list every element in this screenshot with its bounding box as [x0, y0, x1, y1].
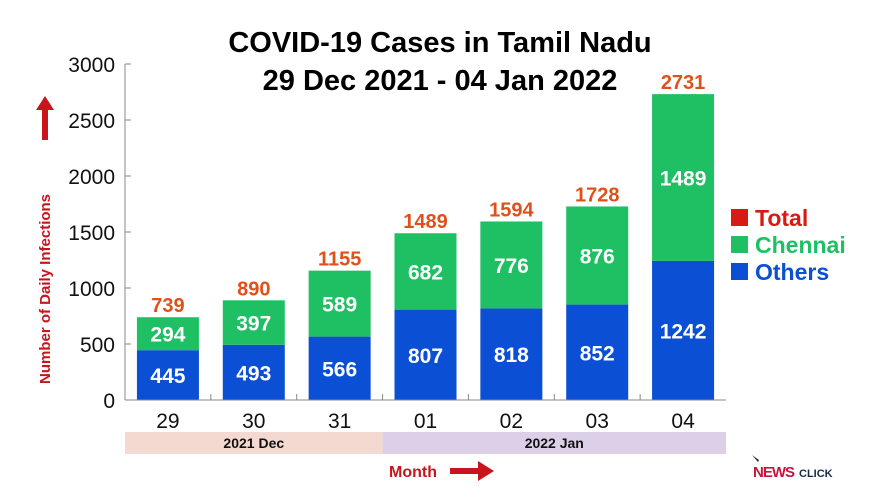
total-label: 1728	[575, 184, 620, 206]
legend-swatch	[731, 209, 748, 226]
y-tick-label: 3000	[68, 54, 115, 77]
total-label: 1594	[489, 199, 534, 221]
total-label: 1155	[318, 249, 361, 271]
bar-value-label: 876	[580, 246, 615, 269]
right-arrow-icon	[450, 461, 494, 481]
month-band	[382, 432, 726, 454]
y-tick-label: 1000	[68, 278, 115, 301]
newsclick-logo: NEWS CLICK	[752, 450, 833, 481]
total-label: 2731	[661, 72, 706, 94]
y-tick-label: 2500	[68, 110, 115, 133]
bar-chennai	[652, 94, 715, 261]
y-tick-label: 0	[103, 390, 115, 413]
legend-label: Total	[755, 205, 808, 231]
x-tick-label: 29	[156, 410, 179, 433]
bar-value-label: 294	[150, 324, 185, 347]
bar-value-label: 493	[236, 362, 271, 385]
month-band-label: 2022 Jan	[525, 435, 584, 451]
x-axis-label: Month	[389, 464, 437, 481]
bar-value-label: 1242	[660, 320, 707, 343]
chart-subtitle: 29 Dec 2021 - 04 Jan 2022	[263, 65, 618, 97]
legend-label: Chennai	[755, 232, 846, 258]
bar-value-label: 807	[408, 345, 443, 368]
bar-value-label: 589	[322, 294, 357, 317]
bar-value-label: 445	[150, 365, 185, 388]
logo-click: CLICK	[799, 468, 833, 480]
bar-value-label: 852	[580, 342, 615, 365]
bar-value-label: 776	[494, 255, 529, 278]
total-label: 890	[237, 278, 270, 300]
month-band-label: 2021 Dec	[223, 435, 284, 451]
bar-others	[136, 350, 199, 400]
x-tick-label: 01	[414, 410, 437, 433]
y-tick-label: 1500	[68, 222, 115, 245]
total-label: 739	[151, 295, 184, 317]
x-tick-label: 02	[500, 410, 523, 433]
bar-others	[308, 336, 371, 400]
bar-value-label: 818	[494, 344, 529, 367]
bar-others	[566, 304, 629, 400]
legend-swatch	[731, 263, 748, 280]
y-tick-label: 2000	[68, 166, 115, 189]
logo-news: NEWS	[753, 464, 795, 481]
bar-others	[652, 260, 715, 400]
total-label: 1489	[403, 211, 448, 233]
bar-others	[394, 309, 457, 400]
bar-value-label: 397	[236, 313, 271, 336]
bar-chennai	[308, 270, 371, 337]
bar-value-label: 566	[322, 358, 357, 381]
x-tick-label: 03	[586, 410, 609, 433]
bar-others	[222, 344, 285, 400]
legend-swatch	[731, 236, 748, 253]
chart-title: COVID-19 Cases in Tamil Nadu	[228, 27, 651, 59]
x-axis: 29 30 31 01 02 03 04 2021 Dec 2022 Jan	[125, 394, 726, 454]
x-axis-label-group: Month	[389, 461, 494, 481]
y-axis-label-group: Number of Daily Infections	[36, 96, 54, 384]
bar-chennai	[566, 206, 629, 305]
bar-chennai	[136, 317, 199, 351]
bar-chennai	[222, 300, 285, 345]
bar-value-label: 1489	[660, 168, 707, 191]
x-tick-label: 30	[242, 410, 265, 433]
up-arrow-icon	[36, 96, 54, 140]
bar-chennai	[394, 233, 457, 310]
x-tick-label: 31	[328, 410, 351, 433]
logo-check-icon	[752, 450, 764, 462]
y-axis-label: Number of Daily Infections	[37, 194, 54, 384]
bar-chennai	[480, 221, 543, 309]
legend-label: Others	[755, 259, 829, 285]
x-tick-label: 04	[671, 410, 695, 433]
bars: 445 294 739 493 397 890 566 589 1155 807 682 1489 81…	[136, 72, 715, 400]
month-band	[125, 432, 383, 454]
bar-value-label: 682	[408, 261, 443, 284]
bar-others	[480, 308, 543, 400]
y-tick-label: 500	[80, 334, 115, 357]
y-axis: 0 500 1000 1500 2000 2500 3000	[68, 54, 131, 413]
